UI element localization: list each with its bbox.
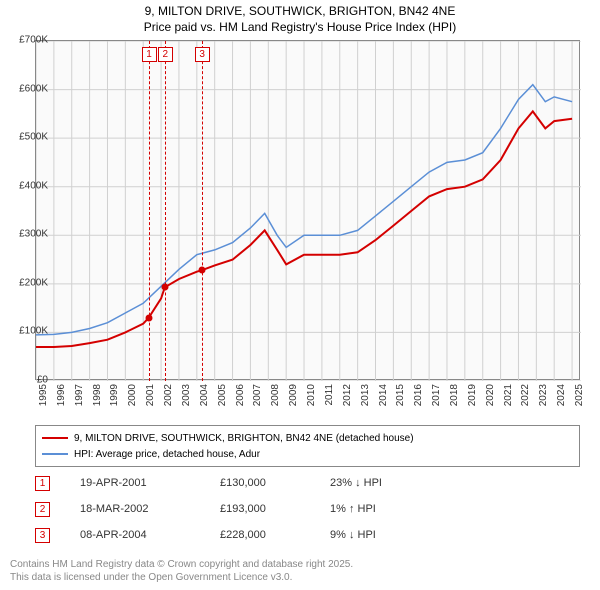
y-tick-label: £400K bbox=[3, 180, 48, 191]
legend-row: HPI: Average price, detached house, Adur bbox=[42, 446, 573, 462]
footer-line1: Contains HM Land Registry data © Crown c… bbox=[10, 558, 353, 571]
x-tick-label: 2024 bbox=[556, 384, 567, 406]
x-tick-label: 1998 bbox=[92, 384, 103, 406]
x-tick-label: 2004 bbox=[199, 384, 210, 406]
callout-row: 1 19-APR-2001£130,00023% ↓ HPI bbox=[35, 473, 580, 493]
x-tick-label: 1999 bbox=[109, 384, 120, 406]
callout-marker-box: 1 bbox=[142, 47, 157, 62]
x-tick-label: 2005 bbox=[217, 384, 228, 406]
callout-date: 18-MAR-2002 bbox=[80, 503, 220, 515]
x-tick-label: 2018 bbox=[449, 384, 460, 406]
callout-marker-box: 3 bbox=[195, 47, 210, 62]
x-tick-label: 2003 bbox=[181, 384, 192, 406]
x-tick-label: 2016 bbox=[413, 384, 424, 406]
legend-swatch bbox=[42, 453, 68, 455]
callout-price: £193,000 bbox=[220, 503, 330, 515]
callout-pct: 1% ↑ HPI bbox=[330, 503, 440, 515]
x-tick-label: 2021 bbox=[503, 384, 514, 406]
y-tick-label: £100K bbox=[3, 326, 48, 337]
callout-pct: 9% ↓ HPI bbox=[330, 529, 440, 541]
x-tick-label: 2025 bbox=[574, 384, 585, 406]
x-tick-label: 1996 bbox=[56, 384, 67, 406]
callout-number-box: 3 bbox=[35, 528, 50, 543]
callout-number-box: 2 bbox=[35, 502, 50, 517]
callout-price: £130,000 bbox=[220, 477, 330, 489]
legend-swatch bbox=[42, 437, 68, 439]
callout-dot bbox=[198, 267, 205, 274]
callout-marker-box: 2 bbox=[158, 47, 173, 62]
x-tick-label: 2012 bbox=[342, 384, 353, 406]
legend-label: HPI: Average price, detached house, Adur bbox=[74, 449, 260, 460]
x-tick-label: 2015 bbox=[395, 384, 406, 406]
callout-row: 2 18-MAR-2002£193,0001% ↑ HPI bbox=[35, 499, 580, 519]
footer-line2: This data is licensed under the Open Gov… bbox=[10, 571, 353, 584]
callout-vline bbox=[202, 41, 203, 381]
x-tick-label: 2020 bbox=[485, 384, 496, 406]
y-tick-label: £500K bbox=[3, 132, 48, 143]
chart-plot-area: 12 3 bbox=[35, 40, 580, 380]
x-tick-label: 2000 bbox=[127, 384, 138, 406]
y-tick-label: £200K bbox=[3, 277, 48, 288]
attribution-footer: Contains HM Land Registry data © Crown c… bbox=[10, 558, 353, 584]
x-tick-label: 2014 bbox=[378, 384, 389, 406]
x-tick-label: 2023 bbox=[538, 384, 549, 406]
x-tick-label: 2009 bbox=[288, 384, 299, 406]
legend-label: 9, MILTON DRIVE, SOUTHWICK, BRIGHTON, BN… bbox=[74, 433, 414, 444]
x-tick-label: 2019 bbox=[467, 384, 478, 406]
callout-dot bbox=[145, 314, 152, 321]
x-tick-label: 2013 bbox=[360, 384, 371, 406]
y-tick-label: £700K bbox=[3, 35, 48, 46]
x-tick-label: 2017 bbox=[431, 384, 442, 406]
y-tick-label: £300K bbox=[3, 229, 48, 240]
callout-dot bbox=[161, 284, 168, 291]
legend: 9, MILTON DRIVE, SOUTHWICK, BRIGHTON, BN… bbox=[35, 425, 580, 467]
chart-title-line2: Price paid vs. HM Land Registry's House … bbox=[0, 20, 600, 36]
chart-svg bbox=[36, 41, 581, 381]
x-tick-label: 1997 bbox=[74, 384, 85, 406]
callout-vline bbox=[149, 41, 150, 381]
x-tick-label: 2006 bbox=[235, 384, 246, 406]
callout-date: 08-APR-2004 bbox=[80, 529, 220, 541]
callout-pct: 23% ↓ HPI bbox=[330, 477, 440, 489]
x-tick-label: 2007 bbox=[252, 384, 263, 406]
chart-title-line1: 9, MILTON DRIVE, SOUTHWICK, BRIGHTON, BN… bbox=[0, 4, 600, 20]
x-tick-label: 1995 bbox=[38, 384, 49, 406]
callout-number-box: 1 bbox=[35, 476, 50, 491]
callout-vline bbox=[165, 41, 166, 381]
callout-date: 19-APR-2001 bbox=[80, 477, 220, 489]
x-tick-label: 2002 bbox=[163, 384, 174, 406]
callout-row: 3 08-APR-2004£228,0009% ↓ HPI bbox=[35, 525, 580, 545]
x-tick-label: 2022 bbox=[520, 384, 531, 406]
y-tick-label: £600K bbox=[3, 83, 48, 94]
x-tick-label: 2008 bbox=[270, 384, 281, 406]
callout-table: 1 19-APR-2001£130,00023% ↓ HPI 2 18-MAR-200… bbox=[35, 473, 580, 551]
x-tick-label: 2011 bbox=[324, 384, 335, 406]
x-tick-label: 2010 bbox=[306, 384, 317, 406]
x-tick-label: 2001 bbox=[145, 384, 156, 406]
legend-row: 9, MILTON DRIVE, SOUTHWICK, BRIGHTON, BN… bbox=[42, 430, 573, 446]
callout-price: £228,000 bbox=[220, 529, 330, 541]
